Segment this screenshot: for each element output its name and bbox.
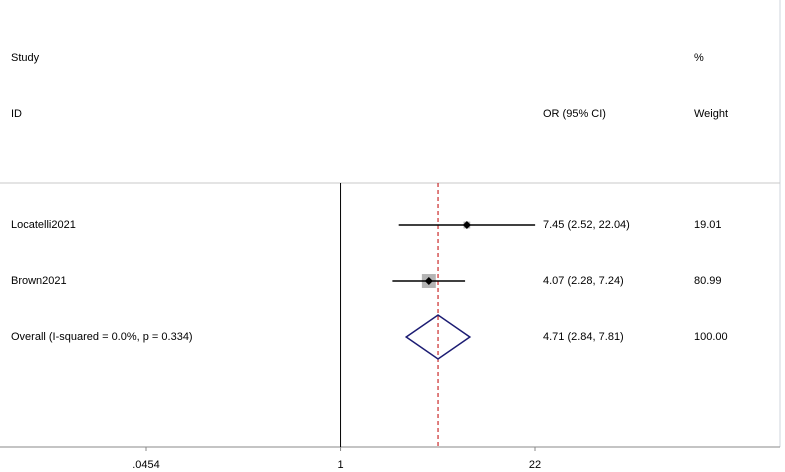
ci-label: 7.45 (2.52, 22.04): [543, 219, 630, 231]
point-estimate: [462, 221, 471, 229]
header-percent: %: [694, 52, 704, 64]
x-tick-label: 1: [337, 459, 343, 471]
header-weight: Weight: [694, 108, 728, 120]
overall-diamond: [404, 314, 472, 360]
header-study: Study: [11, 52, 40, 64]
x-tick-label: .0454: [132, 459, 160, 471]
point-estimate: [424, 277, 433, 285]
overall-weight-label: 100.00: [694, 331, 728, 343]
overall-ci-label: 4.71 (2.84, 7.81): [543, 331, 624, 343]
ci-label: 4.07 (2.28, 7.24): [543, 275, 624, 287]
header-id: ID: [11, 108, 22, 120]
x-tick-label: 22: [529, 459, 541, 471]
header-effect: OR (95% CI): [543, 108, 606, 120]
overall-label: Overall (I-squared = 0.0%, p = 0.334): [11, 331, 193, 343]
weight-label: 80.99: [694, 275, 722, 287]
study-label: Locatelli2021: [11, 219, 76, 231]
study-label: Brown2021: [11, 275, 67, 287]
weight-label: 19.01: [694, 219, 722, 231]
